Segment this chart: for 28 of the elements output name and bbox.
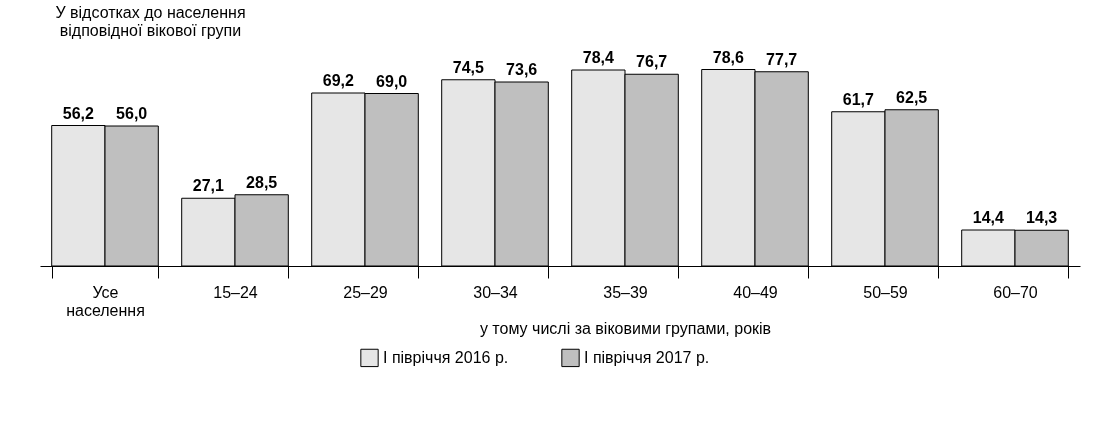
x-tick-label: 35–39 (603, 283, 648, 301)
legend-label: I півріччя 2016 р. (383, 348, 509, 366)
legend-label: I півріччя 2017 р. (584, 348, 710, 366)
data-label: 61,7 (842, 90, 875, 108)
data-label: 56,0 (116, 105, 148, 122)
data-label: 27,1 (192, 177, 225, 195)
data-label: 74,5 (452, 58, 485, 76)
data-label: 78,6 (712, 48, 745, 66)
x-tick-label: 15–24 (213, 283, 258, 301)
x-tick-label: Усе населення (66, 283, 145, 319)
data-label: 56,2 (62, 104, 95, 122)
x-tick-label: 25–29 (343, 283, 388, 301)
x-tick-label: 30–34 (473, 283, 518, 301)
data-label: 76,7 (636, 53, 668, 71)
data-label: 69,0 (376, 72, 408, 90)
x-tick-label: 60–70 (993, 283, 1038, 301)
x-tick-label: 50–59 (863, 283, 908, 301)
x-tick-label: 40–49 (733, 283, 778, 301)
data-label: 77,7 (766, 50, 798, 68)
data-label: 28,5 (246, 173, 278, 191)
data-label: 14,4 (972, 209, 1005, 226)
data-label: 62,5 (896, 88, 928, 106)
data-label: 14,3 (1026, 209, 1058, 227)
data-label: 69,2 (322, 72, 355, 89)
data-label: 78,4 (582, 49, 615, 66)
y-axis-title: У відсотках до населення відповідної вікової групи (55, 3, 246, 39)
x-axis-title: у тому числі за віковими групами, років (479, 319, 772, 337)
data-label: 73,6 (506, 61, 538, 78)
